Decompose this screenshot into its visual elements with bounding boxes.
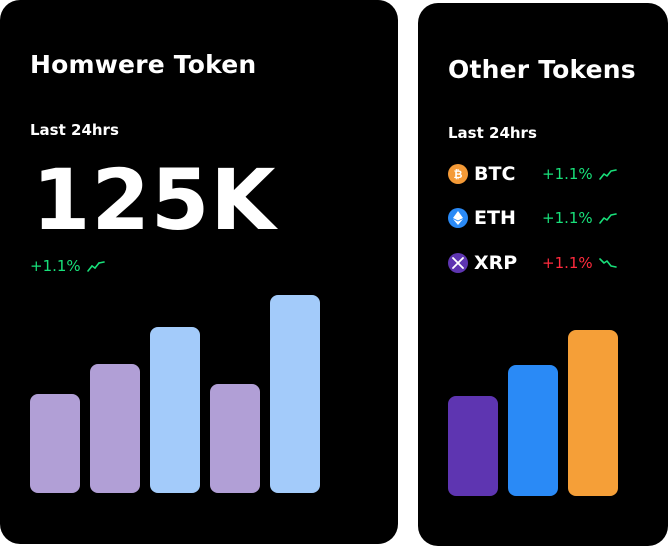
chart-bar xyxy=(30,394,80,493)
xrp-icon xyxy=(448,253,468,273)
change-percent: +1.1% xyxy=(542,209,593,227)
chart-bar xyxy=(270,295,320,493)
homwere-token-card: Homwere Token Last 24hrs 125K +1.1% xyxy=(0,0,398,544)
bitcoin-icon: ₿ xyxy=(448,164,468,184)
chart-bar xyxy=(210,384,260,493)
token-change: +1.1% xyxy=(542,165,617,183)
change-percent: +1.1% xyxy=(542,254,593,272)
card-title: Homwere Token xyxy=(30,50,257,79)
ethereum-icon xyxy=(448,208,468,228)
token-change: +1.1% xyxy=(542,254,617,272)
token-value: 125K xyxy=(32,151,277,249)
period-label: Last 24hrs xyxy=(448,124,537,142)
svg-text:₿: ₿ xyxy=(454,168,463,180)
chart-bar xyxy=(448,396,498,496)
token-symbol: XRP xyxy=(474,252,518,274)
trend-up-icon xyxy=(86,260,105,272)
token-symbol: BTC xyxy=(474,163,516,185)
chart-bar xyxy=(150,327,200,493)
token-row-btc[interactable]: ₿ BTC +1.1% xyxy=(448,161,648,187)
token-symbol: ETH xyxy=(474,207,516,229)
trend-up-icon xyxy=(598,212,617,224)
other-tokens-card: Other Tokens Last 24hrs ₿ BTC +1.1% ETH xyxy=(418,3,668,546)
card-title: Other Tokens xyxy=(448,55,636,84)
change-percent: +1.1% xyxy=(542,165,593,183)
token-row-eth[interactable]: ETH +1.1% xyxy=(448,205,648,231)
trend-down-icon xyxy=(598,257,617,269)
trend-up-icon xyxy=(598,168,617,180)
token-change: +1.1% xyxy=(542,209,617,227)
chart-bar xyxy=(568,330,618,496)
period-label: Last 24hrs xyxy=(30,121,119,139)
chart-bar xyxy=(508,365,558,496)
token-row-xrp[interactable]: XRP +1.1% xyxy=(448,250,648,276)
change-percent: +1.1% xyxy=(30,257,81,275)
change-indicator: +1.1% xyxy=(30,257,105,275)
chart-bar xyxy=(90,364,140,493)
